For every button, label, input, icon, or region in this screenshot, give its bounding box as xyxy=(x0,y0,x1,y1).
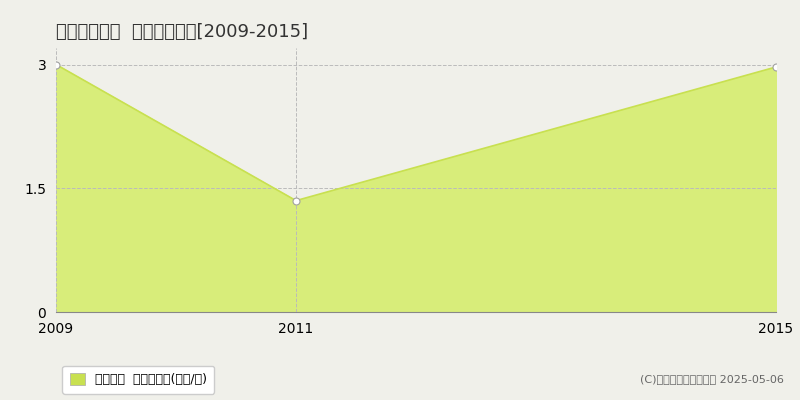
Text: 指宿市新西方  土地価格推移[2009-2015]: 指宿市新西方 土地価格推移[2009-2015] xyxy=(56,23,308,41)
Legend: 土地価格  平均坪単価(万円/坪): 土地価格 平均坪単価(万円/坪) xyxy=(62,366,214,394)
Text: (C)土地価格ドットコム 2025-05-06: (C)土地価格ドットコム 2025-05-06 xyxy=(640,374,784,384)
Point xyxy=(50,61,62,68)
Point xyxy=(770,64,782,70)
Point xyxy=(290,198,302,204)
